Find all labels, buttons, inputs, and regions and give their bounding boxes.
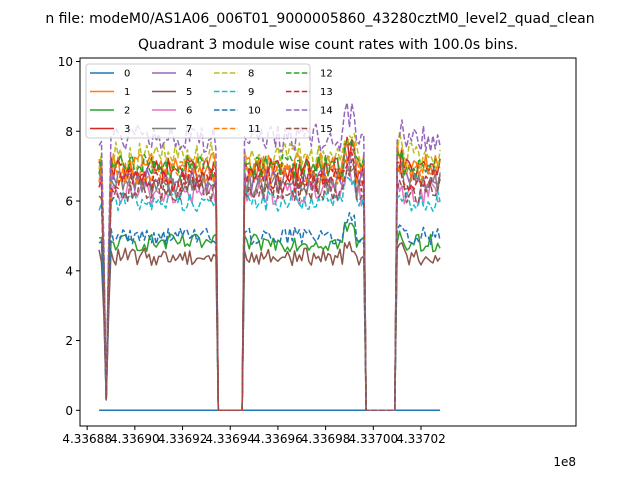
legend-label-5: 5 [186,87,192,98]
chart-title: Quadrant 3 module wise count rates with … [138,37,518,53]
x-tick-label: 4.33700 [348,432,398,446]
legend-label-2: 2 [124,106,130,117]
legend-label-10: 10 [248,106,261,117]
y-tick-label: 8 [65,125,73,139]
legend-label-12: 12 [320,69,333,80]
series-line-5 [98,241,441,412]
axes-frame [79,57,577,427]
x-offset-label: 1e8 [553,455,576,469]
series-line-9 [98,175,441,412]
series-line-2 [99,221,441,412]
legend-box [85,63,311,139]
legend-label-11: 11 [248,124,261,135]
legend-label-7: 7 [186,124,192,135]
y-tick-label: 0 [65,404,73,418]
legend-label-9: 9 [248,87,254,98]
legend-label-4: 4 [186,69,192,80]
series-line-15 [98,158,441,412]
legend-label-15: 15 [320,124,333,135]
x-tick-label: 4.33692 [158,432,208,446]
y-tick-label: 10 [58,55,73,69]
legend-label-6: 6 [186,106,192,117]
x-tick-label: 4.33698 [301,432,351,446]
figure-suptitle: n file: modeM0/AS1A06_006T01_9000005860_… [45,11,594,27]
x-axis: 4.336884.336904.336924.336944.336964.336… [62,426,446,446]
legend-label-1: 1 [124,87,130,98]
legend-label-13: 13 [320,87,333,98]
legend-label-14: 14 [320,106,333,117]
x-tick-label: 4.33690 [110,432,160,446]
legend-label-8: 8 [248,69,254,80]
x-tick-label: 4.33688 [62,432,112,446]
x-tick-label: 4.33702 [396,432,446,446]
x-tick-label: 4.33696 [253,432,303,446]
x-tick-label: 4.33694 [205,432,255,446]
y-tick-label: 6 [65,195,73,209]
plot-area [98,101,441,412]
legend-label-0: 0 [124,69,130,80]
y-axis: 0 2 4 6 8 10 [58,55,80,418]
series-line-12 [98,139,441,412]
y-tick-label: 4 [65,264,73,278]
legend-label-3: 3 [124,124,130,135]
y-tick-label: 2 [65,334,73,348]
